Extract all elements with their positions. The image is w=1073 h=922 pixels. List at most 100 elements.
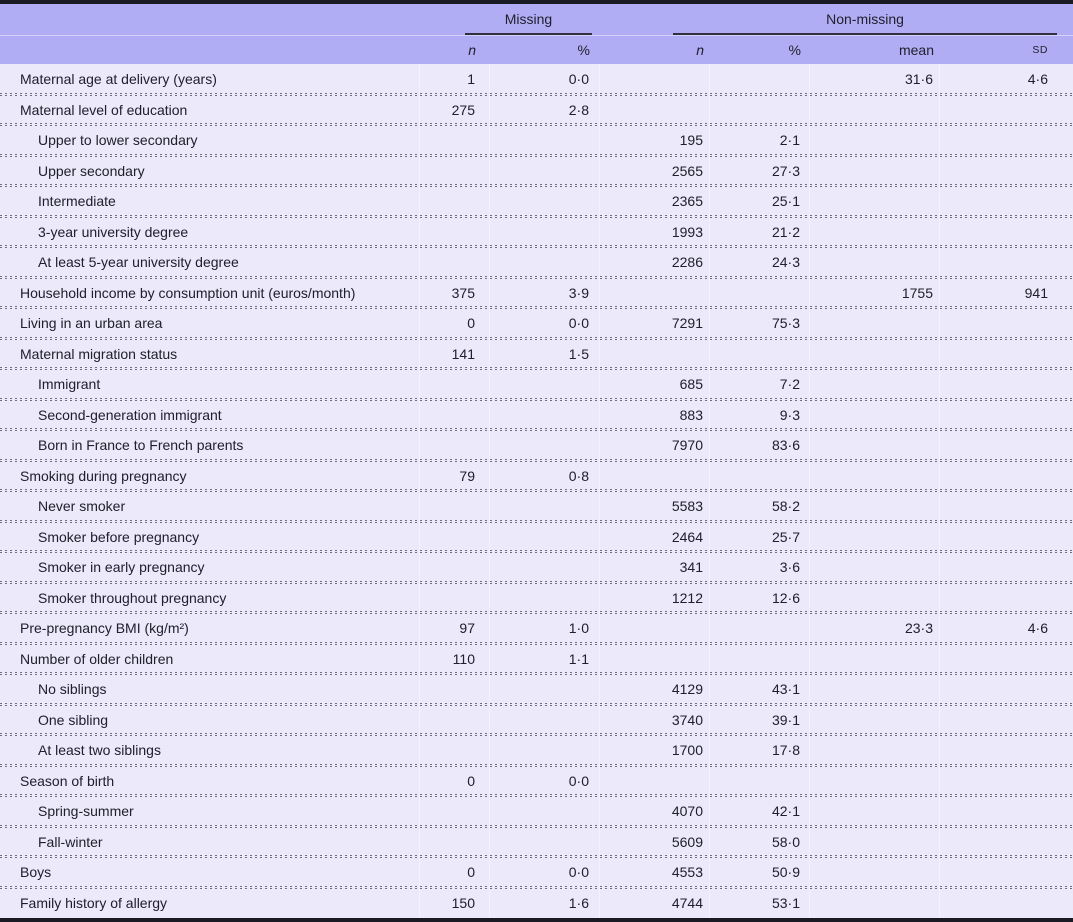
cell-sd — [940, 705, 1073, 736]
row-label: Immigrant — [0, 369, 420, 400]
cell-missing-n — [420, 369, 490, 400]
cell-mean: 1755 — [810, 277, 940, 308]
row-label: Family history of allergy — [0, 887, 420, 918]
cell-sd — [940, 766, 1073, 797]
cell-missing-n — [420, 216, 490, 247]
cell-nonmissing-pct: 25·7 — [710, 521, 810, 552]
row-label: Maternal level of education — [0, 94, 420, 125]
cell-missing-n — [420, 552, 490, 583]
cell-missing-pct: 0·0 — [490, 765, 600, 796]
subheader-row: n % n % mean SD — [0, 36, 1073, 64]
cell-missing-n: 375 — [420, 277, 490, 308]
cell-nonmissing-n: 195 — [600, 125, 710, 156]
table-row: No siblings 4129 43·1 — [0, 672, 1073, 705]
cell-mean: 31·6 — [810, 64, 940, 95]
cell-nonmissing-n: 5583 — [600, 491, 710, 522]
cell-nonmissing-pct: 83·6 — [710, 430, 810, 461]
table-row: One sibling 3740 39·1 — [0, 702, 1073, 736]
table-row: Smoking during pregnancy 79 0·8 — [0, 458, 1073, 492]
cell-sd — [940, 461, 1073, 492]
cell-sd — [940, 552, 1073, 583]
row-label: At least two siblings — [0, 735, 420, 766]
table-row: Smoker throughout pregnancy 1212 12·6 — [0, 580, 1073, 613]
cell-missing-pct — [490, 552, 600, 583]
cell-sd — [940, 674, 1073, 705]
cell-mean — [810, 125, 940, 156]
table-row: Maternal migration status 141 1·5 — [0, 336, 1073, 369]
row-label: Never smoker — [0, 491, 420, 522]
mean-header: mean — [898, 42, 934, 58]
cell-nonmissing-pct: 75·3 — [710, 308, 810, 339]
cell-missing-n — [420, 491, 490, 522]
table-row: Smoker before pregnancy 2464 25·7 — [0, 519, 1073, 552]
row-label: Fall-winter — [0, 826, 420, 857]
cell-missing-n — [420, 186, 490, 217]
cell-missing-pct: 0·8 — [490, 460, 600, 491]
row-label: One sibling — [0, 704, 420, 735]
cell-missing-pct — [490, 430, 600, 461]
table-row: At least 5-year university degree 2286 2… — [0, 245, 1073, 278]
cell-sd — [940, 827, 1073, 858]
missing-pct-header: % — [577, 42, 590, 58]
cell-missing-pct — [490, 796, 600, 827]
cell-sd — [940, 735, 1073, 766]
cell-nonmissing-n: 341 — [600, 552, 710, 583]
cell-missing-pct: 3·9 — [490, 277, 600, 308]
row-label: No siblings — [0, 674, 420, 705]
cell-nonmissing-pct: 43·1 — [710, 674, 810, 705]
cell-sd: 4·6 — [1027, 71, 1048, 88]
cell-nonmissing-n: 1993 — [600, 216, 710, 247]
cell-nonmissing-n — [600, 460, 710, 491]
row-label: Smoker in early pregnancy — [0, 552, 420, 583]
cell-missing-n — [420, 247, 490, 278]
cell-missing-pct — [490, 704, 600, 735]
cell-missing-n: 1 — [420, 64, 490, 95]
cell-sd — [940, 156, 1073, 187]
cell-missing-pct: 0·0 — [490, 64, 600, 95]
cell-nonmissing-n: 3740 — [600, 704, 710, 735]
nonmissing-n-header: n — [696, 42, 704, 58]
table-row: Spring-summer 4070 42·1 — [0, 794, 1073, 827]
cell-mean — [810, 430, 940, 461]
table-row: Intermediate 2365 25·1 — [0, 184, 1073, 217]
table-row: Fall-winter 5609 58·0 — [0, 824, 1073, 858]
cell-missing-pct — [490, 155, 600, 186]
cell-sd — [940, 369, 1073, 400]
cell-missing-pct: 2·8 — [490, 94, 600, 125]
cell-sd — [940, 400, 1073, 431]
table-row: Upper to lower secondary 195 2·1 — [0, 123, 1073, 156]
cell-sd — [940, 95, 1073, 126]
cell-missing-n: 0 — [420, 308, 490, 339]
cell-nonmissing-n: 883 — [600, 399, 710, 430]
cell-nonmissing-pct — [710, 64, 810, 95]
cell-missing-pct — [490, 826, 600, 857]
cell-mean — [810, 643, 940, 674]
cell-missing-pct — [490, 674, 600, 705]
table-row: Family history of allergy 150 1·6 4744 5… — [0, 885, 1073, 918]
row-label: 3-year university degree — [0, 216, 420, 247]
cell-missing-n: 0 — [420, 857, 490, 888]
cell-mean — [810, 704, 940, 735]
table-row: Upper secondary 2565 27·3 — [0, 153, 1073, 187]
cell-nonmissing-n: 685 — [600, 369, 710, 400]
table-row: Season of birth 0 0·0 — [0, 763, 1073, 797]
table-row: Born in France to French parents 7970 83… — [0, 428, 1073, 461]
cell-missing-pct — [490, 582, 600, 613]
cell-sd — [940, 857, 1073, 888]
table-row: Maternal age at delivery (years) 1 0·0 3… — [0, 64, 1073, 95]
cell-missing-pct — [490, 521, 600, 552]
table-row: Second-generation immigrant 883 9·3 — [0, 397, 1073, 431]
row-label: Upper secondary — [0, 155, 420, 186]
cell-nonmissing-pct — [710, 338, 810, 369]
cell-nonmissing-n — [600, 94, 710, 125]
cell-nonmissing-n: 2286 — [600, 247, 710, 278]
cell-nonmissing-n — [600, 277, 710, 308]
cell-missing-pct — [490, 186, 600, 217]
cell-missing-n — [420, 521, 490, 552]
table-row: Living in an urban area 0 0·0 7291 75·3 — [0, 306, 1073, 339]
cell-nonmissing-n: 4744 — [600, 887, 710, 918]
cell-missing-n: 97 — [420, 613, 490, 644]
cell-nonmissing-n: 2565 — [600, 155, 710, 186]
cell-nonmissing-pct: 42·1 — [710, 796, 810, 827]
cell-nonmissing-pct: 21·2 — [710, 216, 810, 247]
